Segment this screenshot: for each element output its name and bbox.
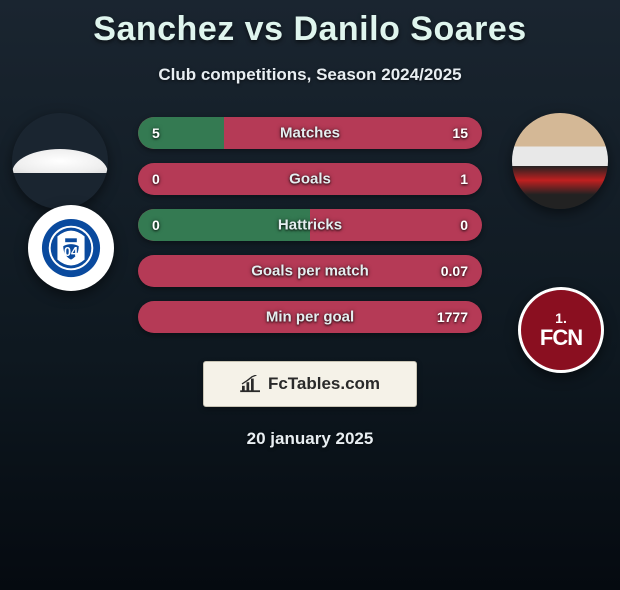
stat-value-right: 0.07 <box>441 263 468 279</box>
stat-label: Goals <box>289 171 331 188</box>
club-left-badge: 04 <box>28 205 114 291</box>
player-right-avatar <box>512 113 608 209</box>
stat-bar: 1777 Min per goal <box>138 301 482 333</box>
player-left-avatar <box>12 113 108 209</box>
page-title: Sanchez vs Danilo Soares <box>0 10 620 49</box>
stat-value-left: 0 <box>152 217 160 233</box>
stat-bar-fill <box>138 117 224 149</box>
stat-bars: 5 15 Matches 0 1 Goals 0 0 Hattricks 0.07 Goals pe… <box>138 117 482 347</box>
subtitle: Club competitions, Season 2024/2025 <box>0 65 620 85</box>
stat-value-right: 0 <box>460 217 468 233</box>
stat-bar: 0 0 Hattricks <box>138 209 482 241</box>
stat-bar: 0.07 Goals per match <box>138 255 482 287</box>
stat-bar: 5 15 Matches <box>138 117 482 149</box>
source-logo: FcTables.com <box>203 361 417 407</box>
stat-value-left: 5 <box>152 125 160 141</box>
svg-text:04: 04 <box>64 245 78 259</box>
stat-label: Matches <box>280 125 340 142</box>
schalke-icon: 04 <box>40 217 102 279</box>
stat-value-right: 15 <box>452 125 468 141</box>
stat-label: Min per goal <box>266 309 354 326</box>
nurnberg-icon: 1.FCN <box>540 311 582 349</box>
stat-bar: 0 1 Goals <box>138 163 482 195</box>
club-right-badge: 1.FCN <box>518 287 604 373</box>
stat-value-right: 1777 <box>437 309 468 325</box>
stat-label: Goals per match <box>251 263 369 280</box>
chart-icon <box>240 375 262 393</box>
stat-value-right: 1 <box>460 171 468 187</box>
comparison-panel: 04 1.FCN 5 15 Matches 0 1 Goals 0 0 Hattricks 0.0… <box>0 113 620 353</box>
date-text: 20 january 2025 <box>0 429 620 449</box>
stat-value-left: 0 <box>152 171 160 187</box>
stat-label: Hattricks <box>278 217 342 234</box>
source-logo-text: FcTables.com <box>268 374 380 394</box>
